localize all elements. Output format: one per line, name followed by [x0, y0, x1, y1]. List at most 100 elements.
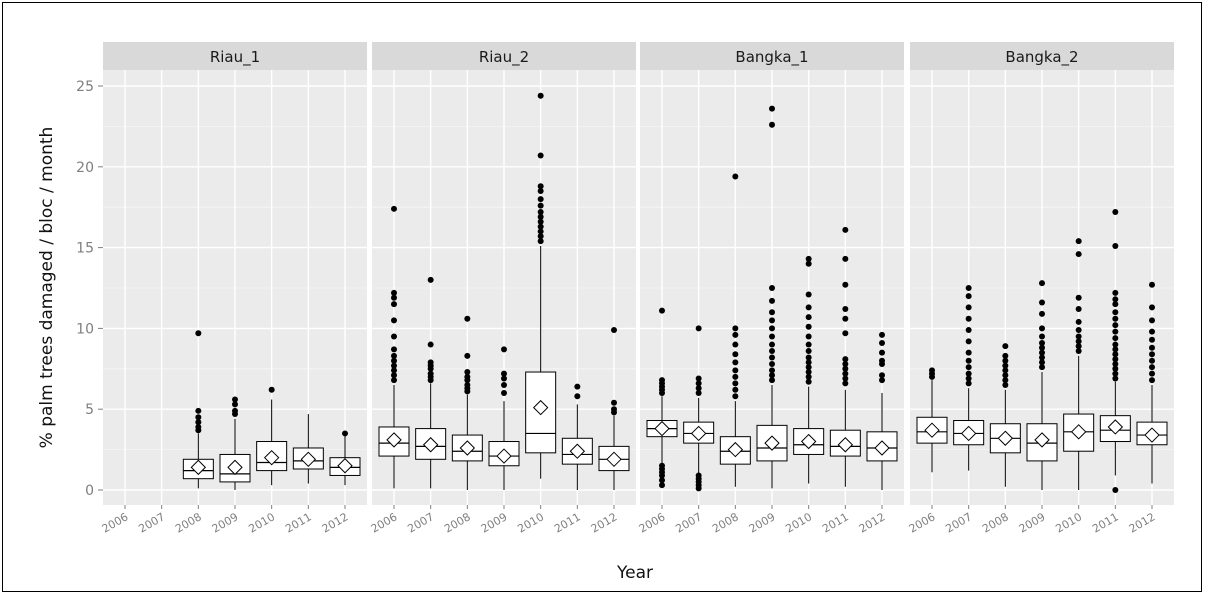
outlier-point: [501, 375, 507, 382]
outlier-point: [769, 341, 775, 348]
outlier-point: [1112, 356, 1119, 363]
outlier-point: [1112, 209, 1119, 216]
outlier-point: [1075, 238, 1082, 245]
outlier-point: [695, 472, 702, 479]
outlier-point: [1039, 333, 1045, 340]
x-tick-label: 2010: [246, 510, 277, 535]
x-tick-label: 2009: [210, 510, 241, 535]
mean-diamond: [764, 435, 780, 451]
outlier-point: [464, 369, 471, 376]
outlier-point: [611, 327, 617, 334]
outlier-point: [769, 297, 775, 304]
mean-diamond: [300, 451, 317, 468]
mean-diamond: [960, 425, 977, 442]
x-tick-label: 2007: [673, 510, 704, 535]
mean-diamond: [190, 459, 207, 476]
outlier-point: [1002, 381, 1009, 388]
outlier-point: [732, 173, 739, 180]
outlier-point: [732, 393, 739, 400]
outlier-point: [1039, 349, 1045, 356]
y-tick-label: 5: [85, 402, 94, 418]
outlier-point: [659, 462, 665, 469]
outlier-point: [537, 218, 544, 225]
outlier-point: [1112, 309, 1119, 316]
outlier-point: [1149, 304, 1155, 311]
outlier-point: [1002, 362, 1009, 369]
outlier-point: [769, 367, 775, 374]
outlier-point: [1039, 359, 1045, 366]
outlier-point: [232, 396, 238, 403]
mean-diamond: [997, 430, 1014, 446]
outlier-point: [965, 285, 972, 291]
outlier-point: [842, 370, 849, 377]
outlier-point: [879, 339, 885, 346]
outlier-point: [1112, 370, 1119, 377]
outlier-point: [965, 327, 972, 334]
outlier-point: [1112, 346, 1119, 353]
box-body: [756, 424, 788, 462]
x-tick-label: 2008: [980, 510, 1011, 535]
outlier-point: [537, 223, 544, 230]
outlier-point: [1112, 322, 1119, 329]
outlier-point: [1149, 364, 1155, 371]
outlier-point: [842, 375, 849, 382]
x-tick-label: 2007: [405, 510, 436, 535]
outlier-point: [611, 406, 617, 413]
outlier-point: [805, 291, 812, 298]
outlier-point: [1002, 367, 1009, 374]
box-body: [378, 426, 410, 457]
outlier-point: [391, 294, 397, 301]
outlier-point: [391, 362, 397, 369]
outlier-point: [842, 380, 849, 387]
outlier-point: [879, 372, 885, 379]
outlier-point: [537, 188, 544, 195]
mean-diamond: [496, 448, 512, 464]
facet-strip: [103, 42, 367, 70]
outlier-point: [195, 419, 202, 426]
outlier-point: [391, 346, 397, 353]
mean-diamond: [1034, 432, 1050, 448]
outlier-point: [537, 92, 544, 99]
x-tick-label: 2010: [515, 510, 546, 535]
outlier-point: [965, 380, 972, 387]
outlier-point: [1112, 375, 1119, 382]
outlier-point: [805, 323, 812, 330]
outlier-point: [879, 377, 885, 384]
outlier-point: [195, 414, 202, 421]
outlier-point: [805, 314, 812, 321]
outlier-point: [695, 325, 702, 332]
outlier-point: [659, 307, 665, 314]
outlier-point: [1112, 360, 1119, 367]
outlier-point: [805, 373, 812, 380]
x-tick-label: 2009: [1017, 510, 1048, 535]
outlier-point: [805, 260, 812, 267]
mean-diamond: [1144, 427, 1160, 443]
outlier-point: [1112, 351, 1119, 358]
outlier-point: [1039, 299, 1045, 306]
x-tick-label: 2012: [1127, 510, 1158, 535]
outlier-point: [1112, 335, 1119, 342]
outlier-point: [611, 399, 617, 406]
outlier-point: [842, 365, 849, 372]
outlier-point: [391, 289, 397, 296]
outlier-point: [391, 372, 397, 379]
outlier-point: [1002, 352, 1009, 359]
outlier-point: [1112, 296, 1119, 303]
outlier-point: [1039, 354, 1045, 361]
mean-diamond: [459, 440, 476, 456]
mean-diamond: [337, 458, 353, 474]
outlier-point: [427, 359, 434, 366]
mean-diamond: [727, 441, 744, 458]
facet-strip: [910, 42, 1174, 70]
outlier-point: [1075, 306, 1082, 313]
outlier-point: [1149, 377, 1155, 384]
y-tick-label: 25: [76, 79, 94, 95]
outlier-point: [1112, 365, 1119, 372]
x-tick-label: 2011: [820, 510, 851, 535]
x-tick-label: 2009: [479, 510, 510, 535]
outlier-point: [769, 285, 775, 291]
mean-diamond: [924, 422, 940, 438]
outlier-point: [1149, 351, 1155, 358]
